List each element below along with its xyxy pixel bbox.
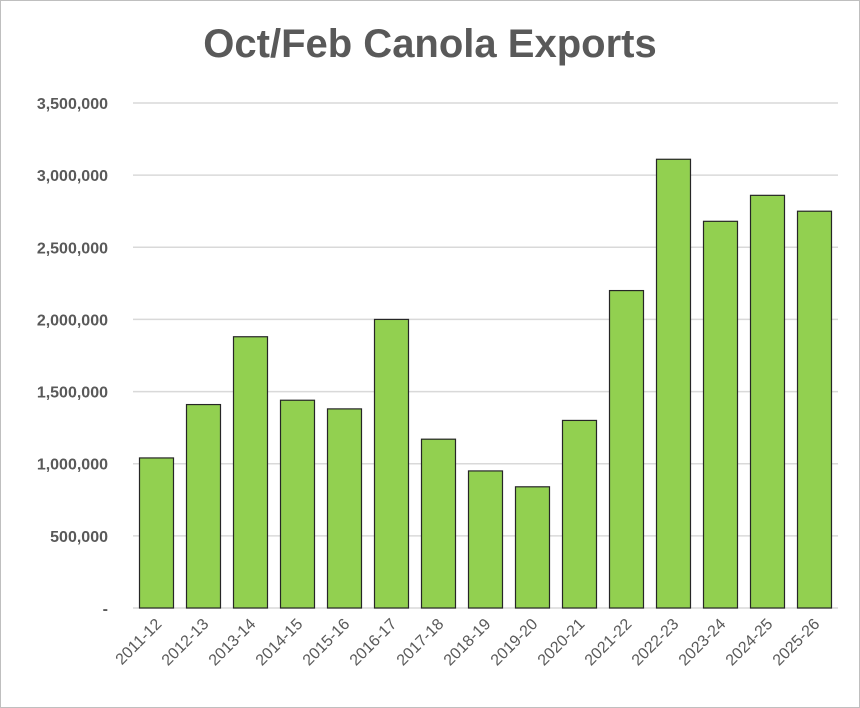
x-tick-label: 2024-25 — [723, 616, 777, 670]
bar-2022-23 — [655, 158, 692, 609]
x-tick-label: 2015-16 — [300, 616, 354, 670]
bar-2013-14 — [232, 336, 269, 609]
x-tick-label: 2019-20 — [488, 616, 542, 670]
y-tick-label: 3,500,000 — [37, 96, 108, 113]
x-tick-label: 2023-24 — [676, 616, 730, 670]
x-tick-label: 2017-18 — [394, 616, 448, 670]
x-tick-label: 2018-19 — [441, 616, 495, 670]
x-tick-label: 2025-26 — [770, 616, 824, 670]
bar-2019-20 — [514, 486, 551, 609]
y-tick-label: 2,000,000 — [37, 312, 108, 329]
x-tick-label: 2011-12 — [113, 616, 166, 669]
bar-2024-25 — [749, 194, 786, 609]
chart-title: Oct/Feb Canola Exports — [203, 22, 657, 66]
y-tick-label: 1,500,000 — [37, 385, 108, 402]
bar-2025-26 — [796, 210, 833, 609]
bar-2023-24 — [702, 220, 739, 609]
x-tick-label: 2021-22 — [582, 616, 636, 670]
x-tick-label: 2013-14 — [206, 616, 260, 670]
y-tick-label: - — [103, 601, 108, 618]
x-tick-label: 2020-21 — [535, 616, 589, 670]
bar-2021-22 — [608, 289, 645, 609]
bar-2012-13 — [185, 403, 222, 609]
x-tick-label: 2022-23 — [629, 616, 683, 670]
bar-2017-18 — [420, 438, 457, 609]
x-tick-label: 2014-15 — [253, 616, 307, 670]
y-tick-label: 2,500,000 — [37, 240, 108, 257]
y-tick-label: 500,000 — [50, 529, 108, 546]
bar-2015-16 — [326, 408, 363, 609]
bar-2011-12 — [138, 457, 175, 609]
bar-2018-19 — [467, 470, 504, 609]
x-tick-label: 2016-17 — [347, 616, 401, 670]
bar-2020-21 — [561, 419, 598, 609]
y-tick-label: 3,000,000 — [37, 168, 108, 185]
x-tick-label: 2012-13 — [159, 616, 213, 670]
bar-2016-17 — [373, 318, 410, 609]
bar-2014-15 — [279, 399, 316, 609]
y-tick-label: 1,000,000 — [37, 457, 108, 474]
